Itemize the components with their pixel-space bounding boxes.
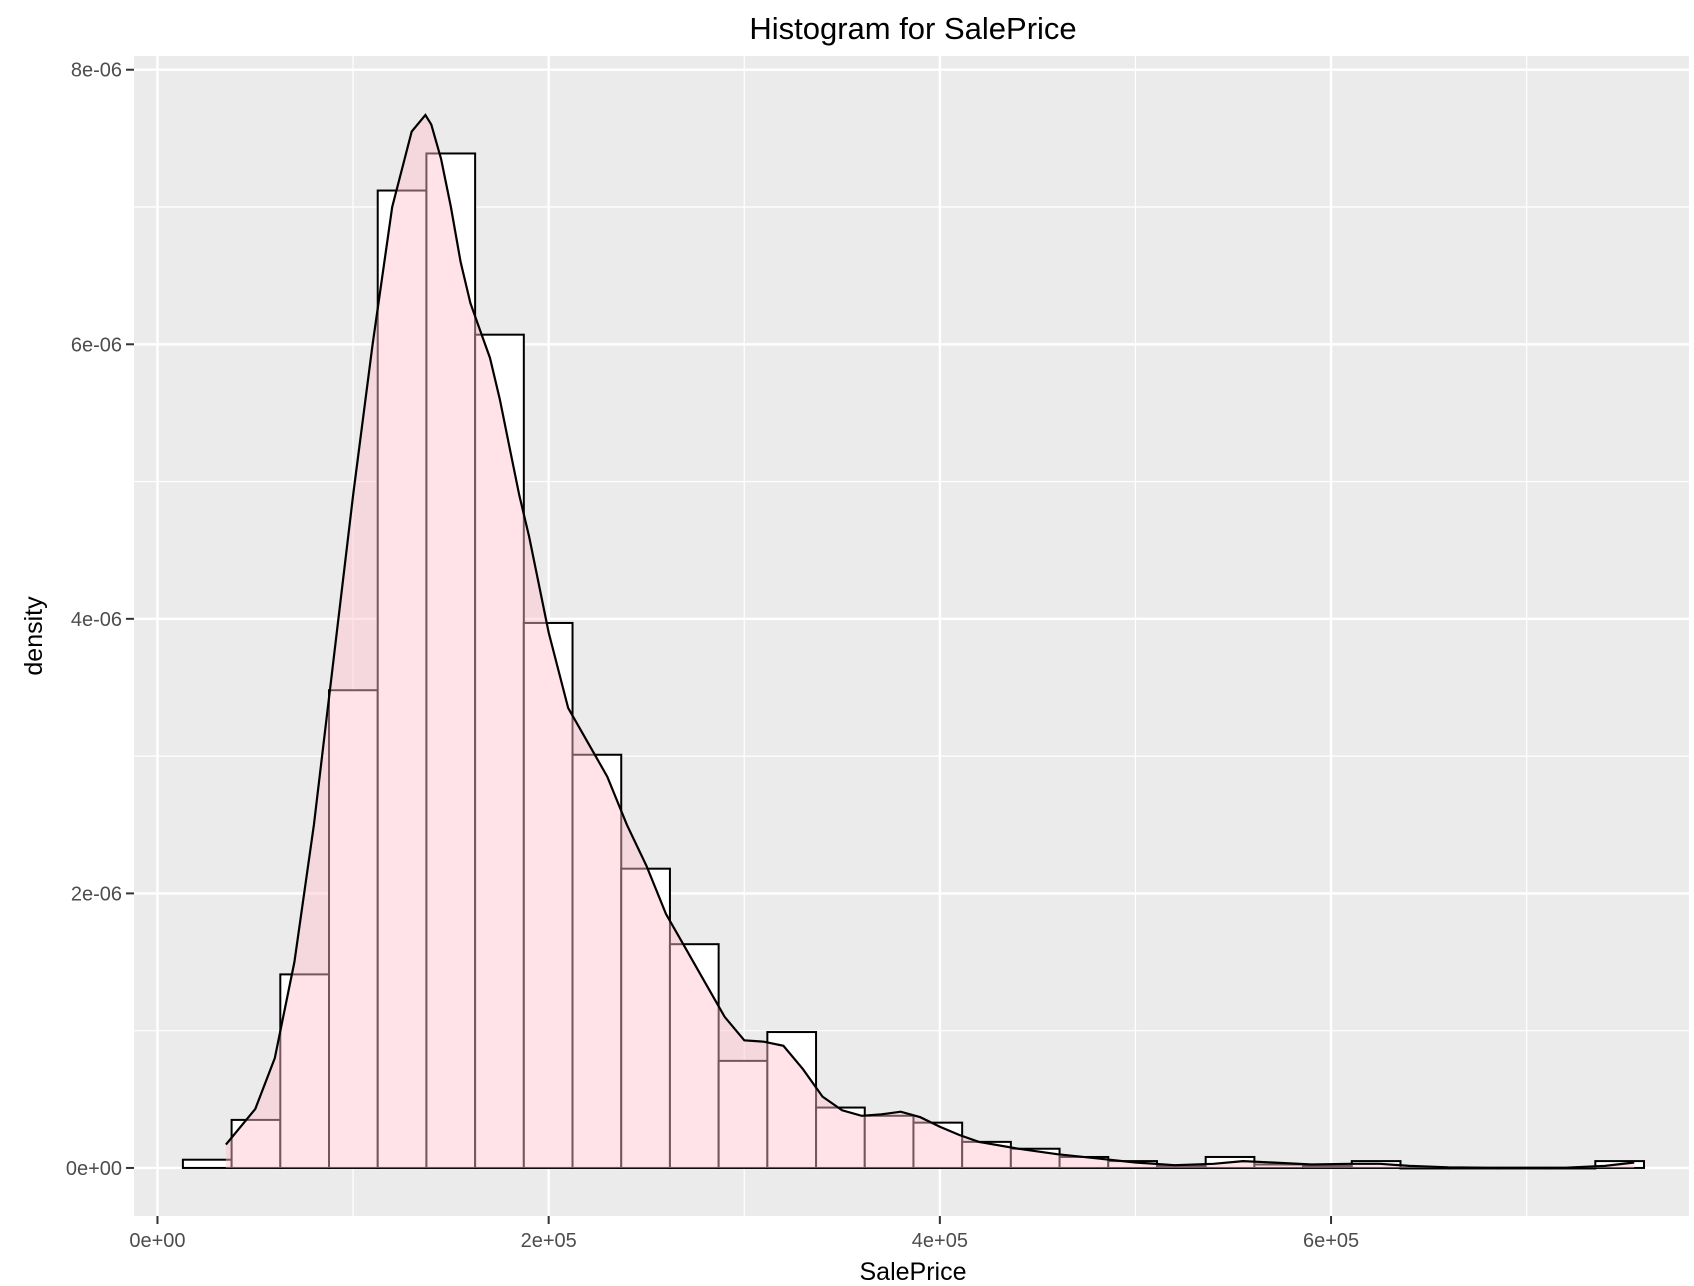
histogram-bar xyxy=(912,1121,964,1169)
chart-title: Histogram for SalePrice xyxy=(749,11,1076,46)
histogram-bars xyxy=(181,152,1646,1170)
histogram-bar xyxy=(376,189,428,1169)
x-axis-title: SalePrice xyxy=(860,1258,967,1286)
y-tick-label: 2e-06 xyxy=(71,883,122,905)
x-tick-label: 6e+05 xyxy=(1303,1230,1359,1252)
y-tick-label: 0e+00 xyxy=(66,1158,122,1180)
x-tick-label: 0e+00 xyxy=(129,1230,185,1252)
histogram-bar xyxy=(620,867,671,1169)
histogram-bar xyxy=(522,621,574,1169)
density-curve-layer xyxy=(225,113,1635,1169)
histogram-bar xyxy=(863,1114,915,1169)
density-area xyxy=(225,115,1635,1168)
y-axis: 0e+00 2e-06 4e-06 6e-06 8e-06 xyxy=(66,60,134,1180)
density-curve xyxy=(225,113,1635,1169)
x-axis: 0e+00 2e+05 4e+05 6e+05 xyxy=(129,1216,1359,1252)
histogram-bar xyxy=(571,753,623,1169)
histogram-bar xyxy=(766,1031,818,1169)
x-tick-label: 4e+05 xyxy=(912,1230,968,1252)
y-tick-label: 8e-06 xyxy=(71,60,122,82)
y-tick-label: 6e-06 xyxy=(71,334,122,356)
histogram-bar xyxy=(328,689,379,1169)
histogram-bar xyxy=(279,973,331,1169)
x-tick-label: 2e+05 xyxy=(521,1230,577,1252)
histogram-bar xyxy=(425,152,477,1169)
y-axis-title: density xyxy=(20,596,48,676)
histogram-bar xyxy=(668,943,720,1169)
y-tick-label: 4e-06 xyxy=(71,609,122,631)
histogram-bar xyxy=(181,1158,233,1169)
histogram-bar xyxy=(717,1059,769,1169)
